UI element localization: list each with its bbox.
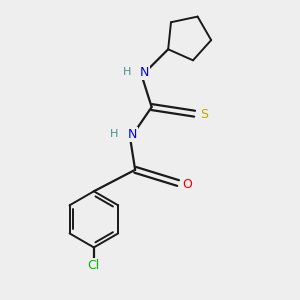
Text: S: S xyxy=(200,108,208,121)
Text: Cl: Cl xyxy=(88,259,100,272)
Text: O: O xyxy=(182,178,192,191)
Text: N: N xyxy=(140,66,149,79)
Text: H: H xyxy=(110,130,118,140)
Text: N: N xyxy=(128,128,137,141)
Text: H: H xyxy=(123,68,131,77)
